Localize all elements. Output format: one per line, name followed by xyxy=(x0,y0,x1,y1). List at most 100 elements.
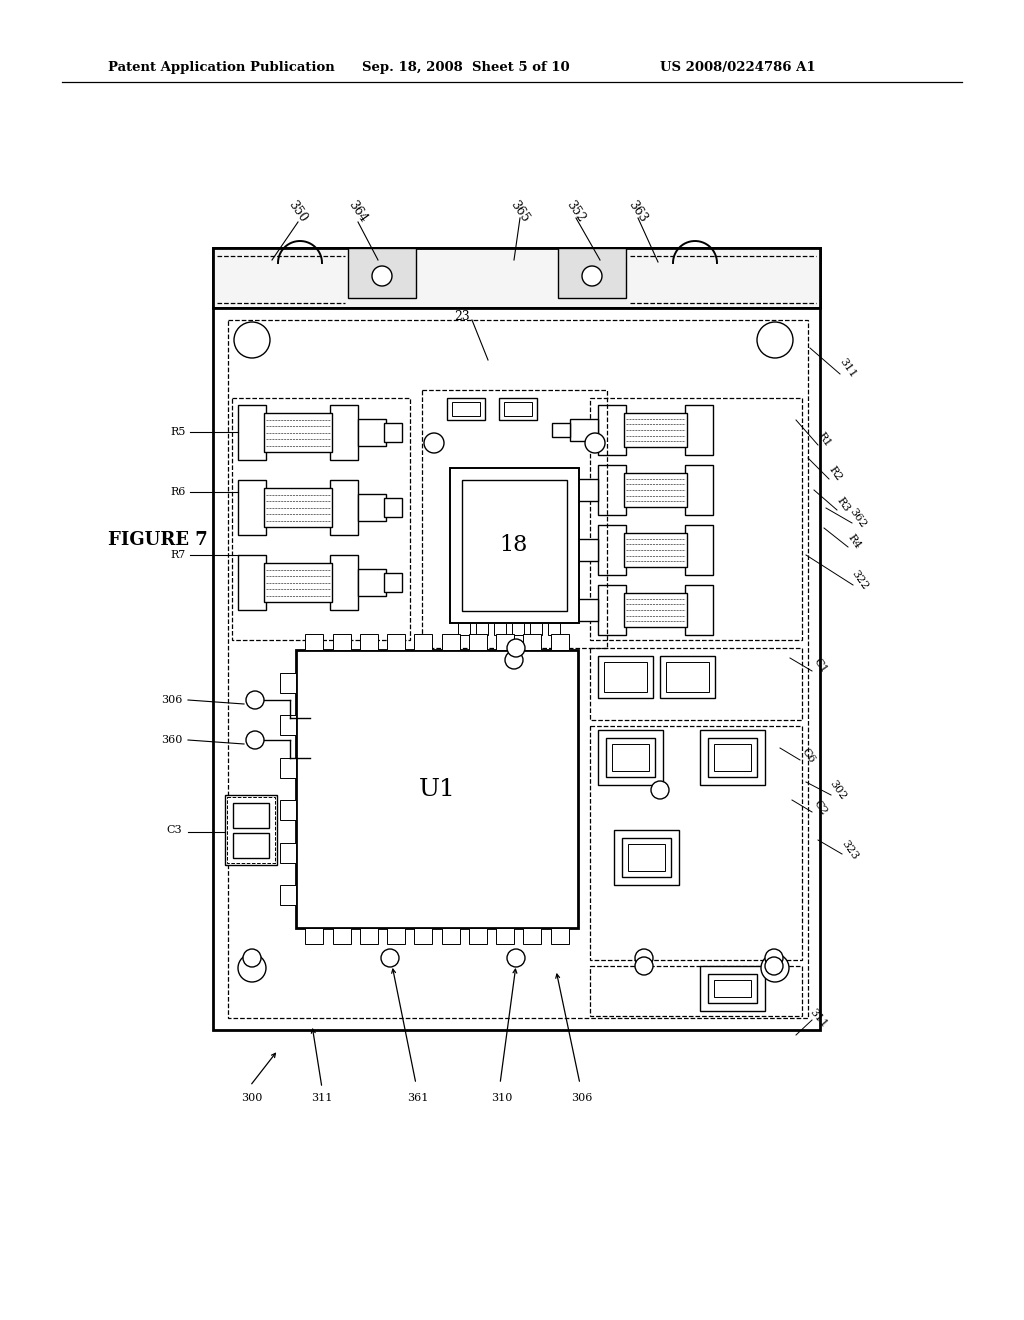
Bar xyxy=(552,422,570,437)
Bar xyxy=(598,585,626,635)
Bar xyxy=(598,465,626,515)
Text: 323: 323 xyxy=(840,838,860,862)
Bar xyxy=(348,248,416,298)
Bar xyxy=(590,648,802,719)
Bar xyxy=(333,928,350,944)
Bar xyxy=(305,928,324,944)
Bar xyxy=(387,634,406,649)
Bar xyxy=(359,634,378,649)
Circle shape xyxy=(234,322,270,358)
Text: R5: R5 xyxy=(171,426,186,437)
Bar xyxy=(570,539,598,561)
Bar xyxy=(530,623,542,635)
Text: 361: 361 xyxy=(408,1093,429,1104)
Bar xyxy=(523,928,542,944)
Bar xyxy=(387,928,406,944)
Bar xyxy=(384,573,402,591)
Bar xyxy=(359,928,378,944)
Bar xyxy=(612,744,649,771)
Text: 352: 352 xyxy=(564,199,588,226)
Bar xyxy=(512,623,524,635)
Circle shape xyxy=(246,731,264,748)
Bar xyxy=(280,843,296,863)
Bar xyxy=(624,593,687,627)
Text: C2: C2 xyxy=(811,799,828,817)
Text: R3: R3 xyxy=(835,496,852,515)
Bar xyxy=(225,795,278,865)
Text: 23: 23 xyxy=(455,309,470,322)
Text: C1: C1 xyxy=(811,657,828,676)
Text: 311: 311 xyxy=(838,356,858,380)
Bar xyxy=(384,422,402,442)
Bar xyxy=(280,800,296,820)
Bar xyxy=(552,543,570,557)
Circle shape xyxy=(507,949,525,968)
Bar xyxy=(296,649,578,928)
Bar xyxy=(458,623,470,635)
Text: R7: R7 xyxy=(171,550,186,560)
Bar xyxy=(624,473,687,507)
Bar xyxy=(462,480,567,611)
Bar xyxy=(570,599,598,620)
Text: 302: 302 xyxy=(827,779,848,801)
Circle shape xyxy=(765,949,783,968)
Bar xyxy=(227,797,275,863)
Bar xyxy=(590,726,802,960)
Text: 360: 360 xyxy=(161,735,182,744)
Text: U1: U1 xyxy=(419,777,456,800)
Text: 365: 365 xyxy=(508,199,532,226)
Bar xyxy=(570,418,598,441)
Text: 306: 306 xyxy=(571,1093,593,1104)
Bar xyxy=(523,634,542,649)
Bar xyxy=(415,634,432,649)
Bar xyxy=(358,494,386,521)
Text: 306: 306 xyxy=(161,696,182,705)
Text: R1: R1 xyxy=(815,430,833,449)
Text: 311: 311 xyxy=(807,1007,828,1030)
Bar xyxy=(233,833,269,858)
Bar xyxy=(700,730,765,785)
Circle shape xyxy=(424,433,444,453)
Bar xyxy=(494,623,506,635)
Bar xyxy=(422,389,607,648)
Bar xyxy=(624,533,687,568)
Bar xyxy=(714,979,751,997)
Bar xyxy=(452,403,480,416)
Text: FIGURE 7: FIGURE 7 xyxy=(108,531,208,549)
Bar xyxy=(232,399,410,640)
Text: 310: 310 xyxy=(492,1093,513,1104)
Text: 350: 350 xyxy=(286,199,310,226)
Bar xyxy=(714,744,751,771)
Bar xyxy=(685,585,713,635)
Bar xyxy=(305,634,324,649)
Bar xyxy=(238,554,266,610)
Bar xyxy=(598,656,653,698)
Text: Sep. 18, 2008  Sheet 5 of 10: Sep. 18, 2008 Sheet 5 of 10 xyxy=(362,62,569,74)
Circle shape xyxy=(505,651,523,669)
Text: 18: 18 xyxy=(500,535,528,556)
Circle shape xyxy=(246,690,264,709)
Circle shape xyxy=(585,433,605,453)
Bar xyxy=(280,758,296,777)
Bar xyxy=(622,838,671,876)
Bar xyxy=(450,469,579,623)
Circle shape xyxy=(761,954,790,982)
Bar xyxy=(614,830,679,884)
Bar xyxy=(590,399,802,640)
Bar xyxy=(497,634,514,649)
Circle shape xyxy=(757,322,793,358)
Bar xyxy=(552,483,570,498)
Circle shape xyxy=(372,267,392,286)
Bar xyxy=(330,480,358,535)
Bar xyxy=(666,663,709,692)
Text: R4: R4 xyxy=(846,533,862,552)
Bar xyxy=(238,405,266,459)
Text: 363: 363 xyxy=(626,199,650,226)
Text: Patent Application Publication: Patent Application Publication xyxy=(108,62,335,74)
Bar xyxy=(700,966,765,1011)
Bar xyxy=(590,966,802,1016)
Bar xyxy=(358,418,386,446)
Bar xyxy=(441,634,460,649)
Text: R2: R2 xyxy=(826,465,844,483)
Bar xyxy=(551,928,568,944)
